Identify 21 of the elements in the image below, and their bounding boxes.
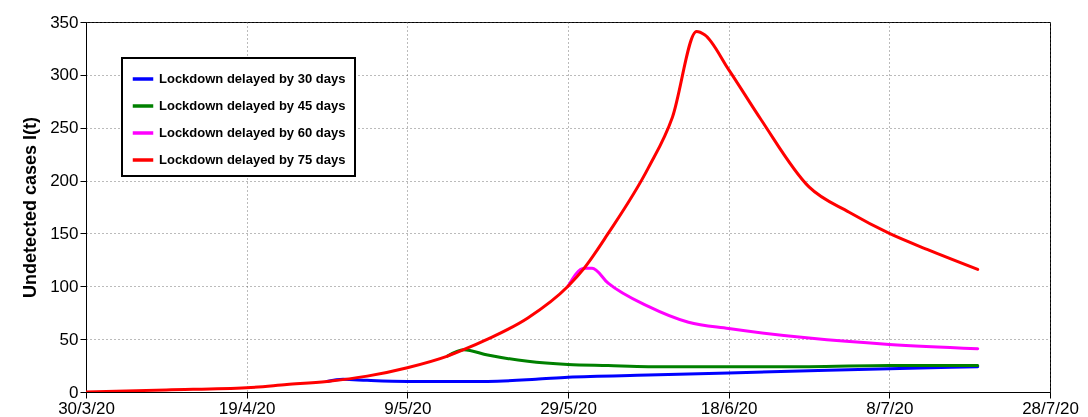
- line-series: [446, 348, 980, 369]
- x-tick-label: 9/5/20: [384, 398, 432, 417]
- line-series: [86, 30, 980, 392]
- legend-label: Lockdown delayed by 75 days: [159, 152, 346, 167]
- legend-label: Lockdown delayed by 60 days: [159, 125, 346, 140]
- y-tick-label: 150: [50, 223, 79, 243]
- legend-label: Lockdown delayed by 45 days: [159, 98, 346, 113]
- y-tick-label: 300: [50, 65, 79, 85]
- y-axis-title: Undetected cases I(t): [20, 116, 41, 299]
- x-tick-label: 18/6/20: [700, 398, 758, 417]
- y-tick-label: 50: [59, 329, 79, 349]
- legend-label: Lockdown delayed by 30 days: [159, 71, 346, 86]
- x-tick-label: 29/5/20: [540, 398, 597, 417]
- line-series: [566, 266, 980, 351]
- y-tick-label: 250: [50, 118, 79, 138]
- x-tick-label: 8/7/20: [866, 398, 914, 417]
- y-tick-label: 200: [50, 171, 79, 191]
- x-tick-label: 28/7/20: [1022, 398, 1079, 417]
- x-tick-label: 19/4/20: [218, 398, 276, 417]
- y-tick-label: 350: [50, 12, 79, 32]
- y-tick-label: 100: [50, 276, 79, 296]
